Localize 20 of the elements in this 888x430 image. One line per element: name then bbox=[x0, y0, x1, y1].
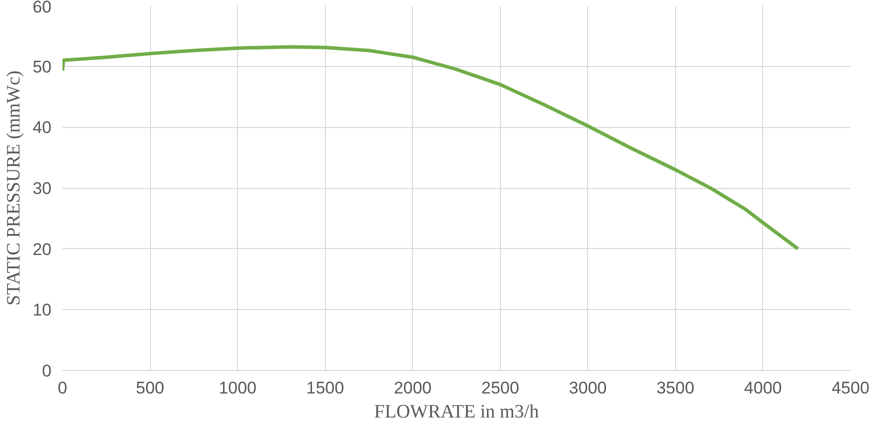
y-tick-label: 30 bbox=[32, 179, 52, 198]
x-tick-label: 2000 bbox=[394, 378, 432, 398]
y-tick-label: 60 bbox=[32, 0, 52, 16]
y-tick-label: 10 bbox=[32, 300, 52, 320]
y-tick-label: 0 bbox=[42, 362, 52, 380]
x-tick-label: 4500 bbox=[832, 378, 870, 398]
x-tick-label: 3500 bbox=[656, 378, 694, 398]
x-tick-label: 2500 bbox=[481, 378, 520, 398]
y-tick-label: 50 bbox=[32, 57, 52, 76]
x-tick-label: 1000 bbox=[218, 378, 257, 398]
x-tick-label: 500 bbox=[136, 378, 164, 398]
y-axis-title: STATIC PRESSURE (mmWc) bbox=[4, 70, 25, 306]
y-tick-label: 40 bbox=[32, 118, 52, 138]
x-axis-title: FLOWRATE in m3/h bbox=[374, 402, 540, 422]
line-series bbox=[62, 45, 800, 251]
x-tick-label: 1500 bbox=[306, 378, 344, 398]
x-tick-label: 0 bbox=[58, 378, 68, 398]
y-tick-label: 20 bbox=[32, 240, 52, 259]
x-tick-label: 4000 bbox=[744, 378, 782, 398]
x-tick-label: 3000 bbox=[568, 378, 607, 398]
